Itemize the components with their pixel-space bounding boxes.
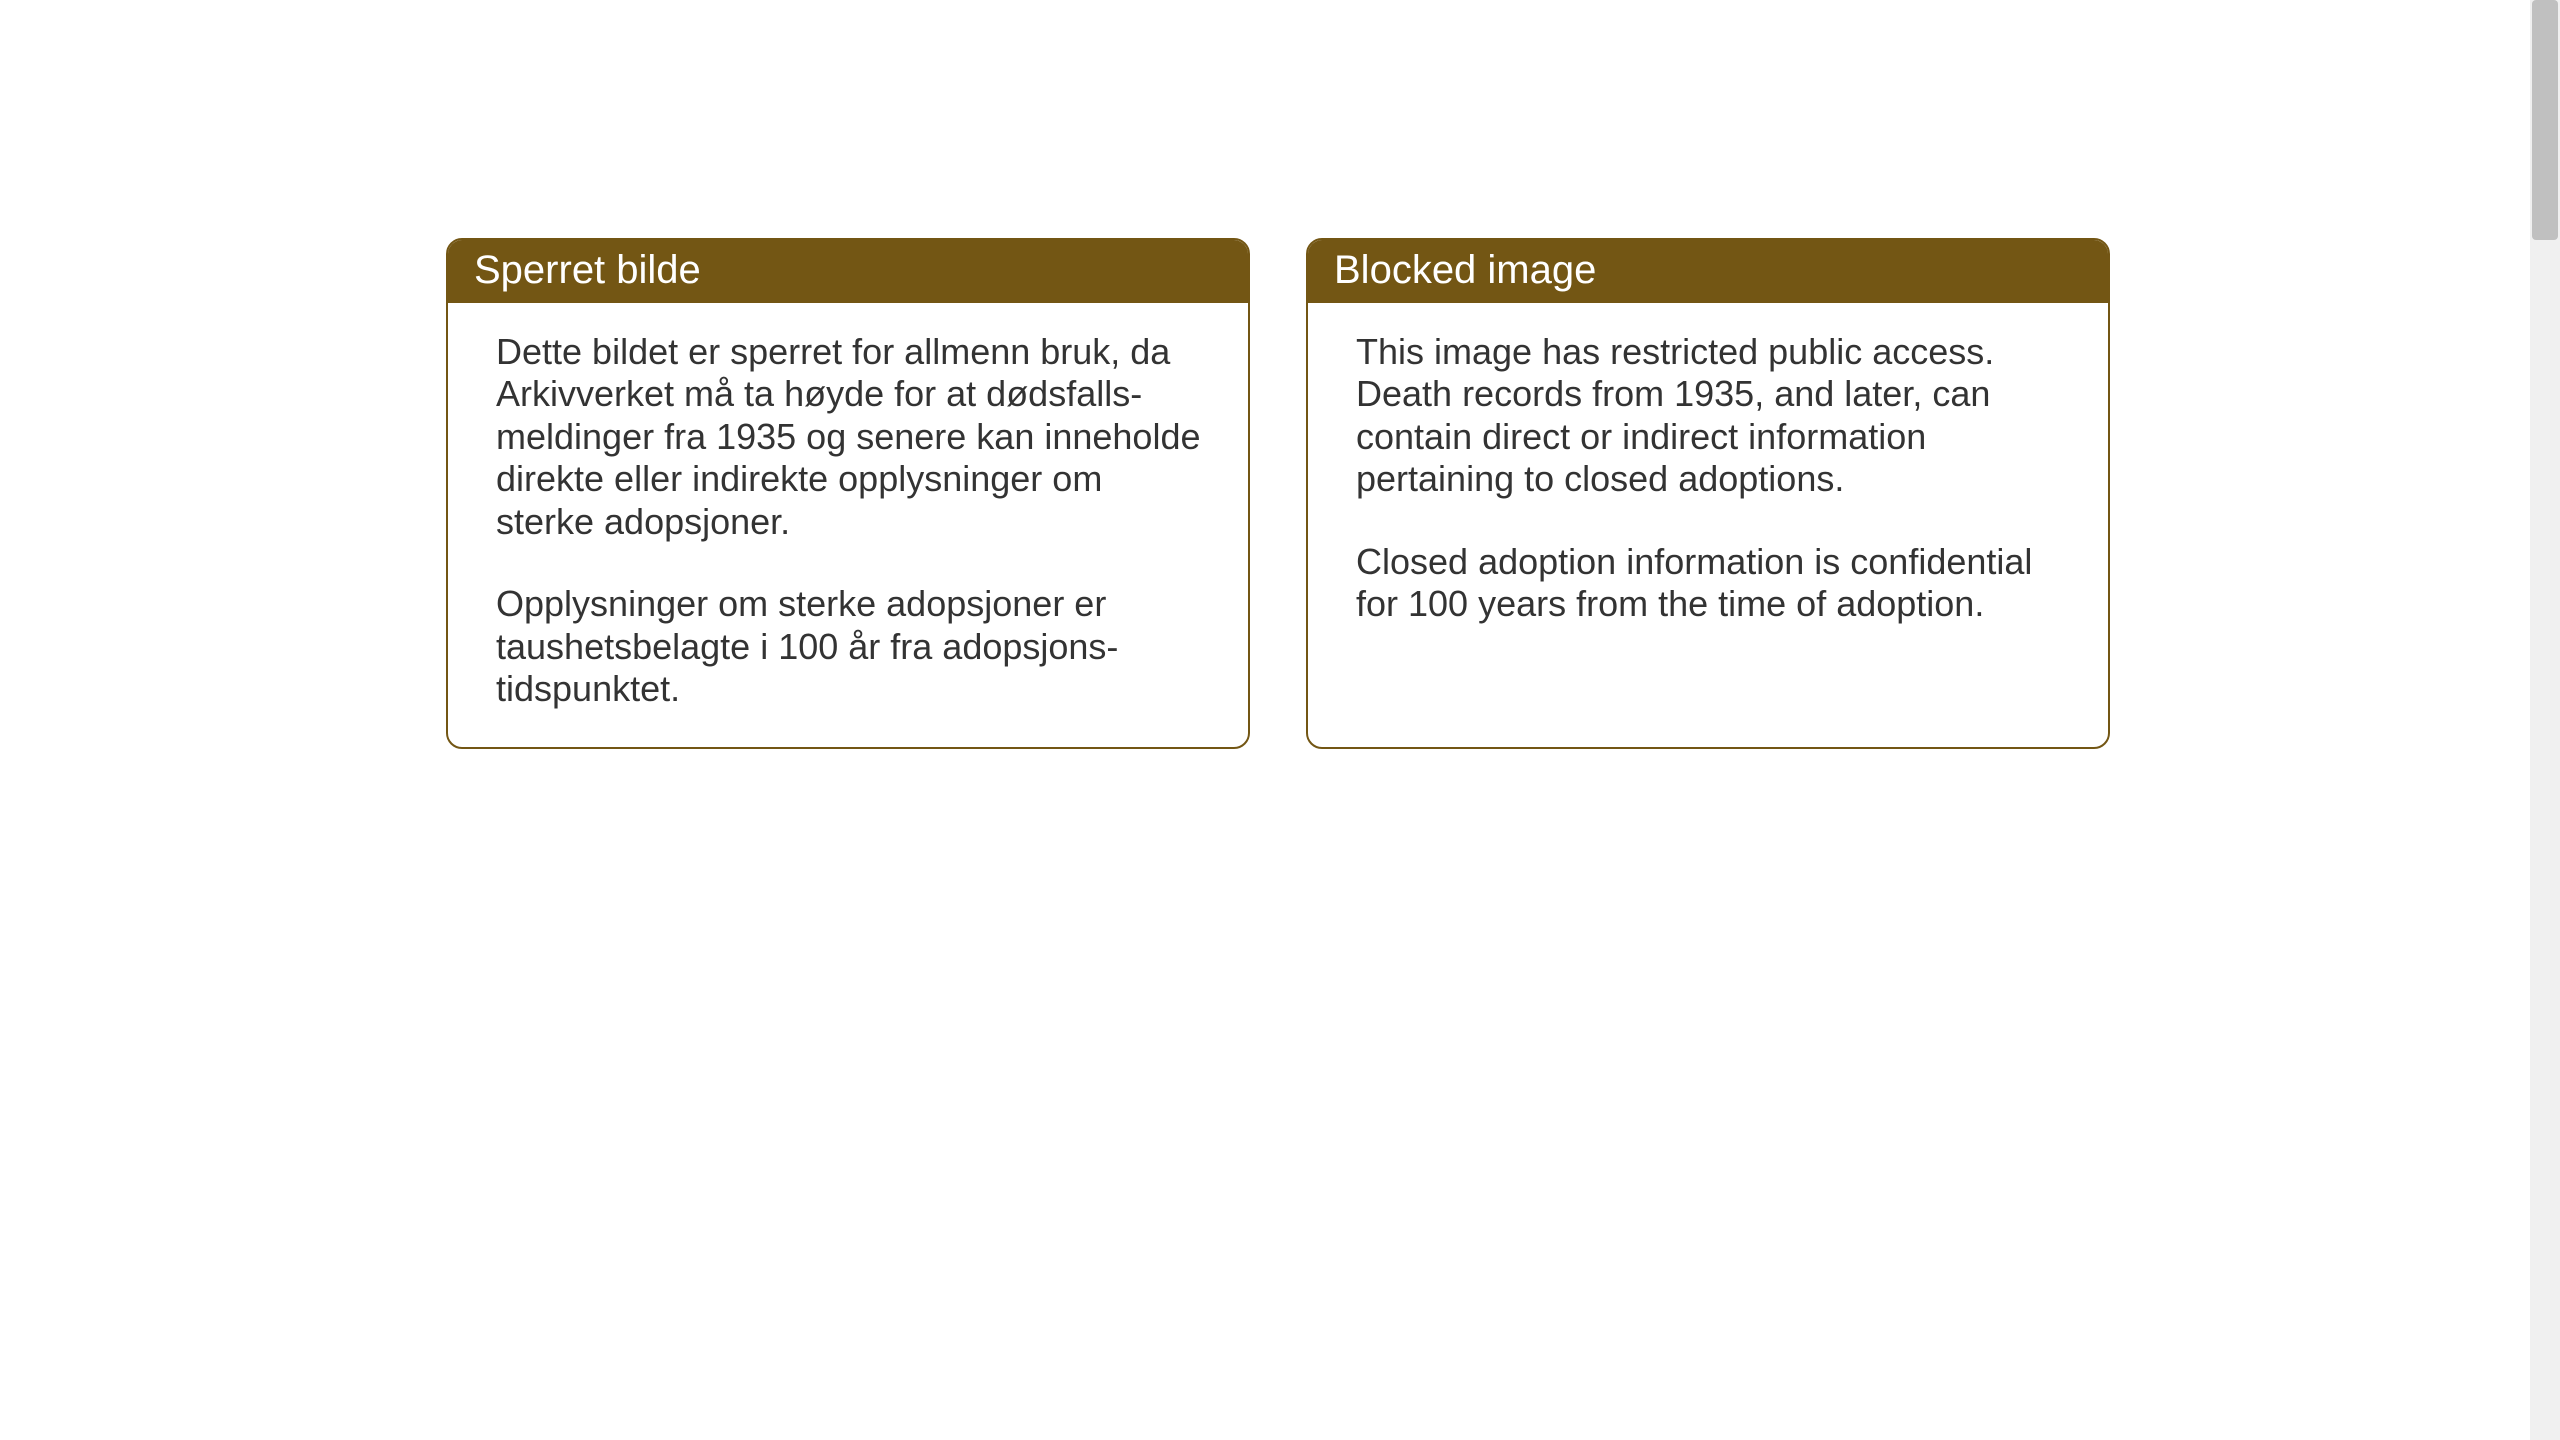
notice-card-english: Blocked image This image has restricted … xyxy=(1306,238,2110,749)
scrollbar-track[interactable] xyxy=(2530,0,2560,1440)
card-body-english: This image has restricted public access.… xyxy=(1308,303,2108,662)
notice-card-norwegian: Sperret bilde Dette bildet er sperret fo… xyxy=(446,238,1250,749)
card-header-norwegian: Sperret bilde xyxy=(448,240,1248,303)
scrollbar-thumb[interactable] xyxy=(2532,0,2558,240)
notice-cards-container: Sperret bilde Dette bildet er sperret fo… xyxy=(446,238,2560,749)
card-header-english: Blocked image xyxy=(1308,240,2108,303)
card-paragraph: Closed adoption information is confident… xyxy=(1356,541,2068,626)
card-body-norwegian: Dette bildet er sperret for allmenn bruk… xyxy=(448,303,1248,747)
card-paragraph: Dette bildet er sperret for allmenn bruk… xyxy=(496,331,1208,543)
card-paragraph: This image has restricted public access.… xyxy=(1356,331,2068,501)
card-paragraph: Opplysninger om sterke adopsjoner er tau… xyxy=(496,583,1208,710)
